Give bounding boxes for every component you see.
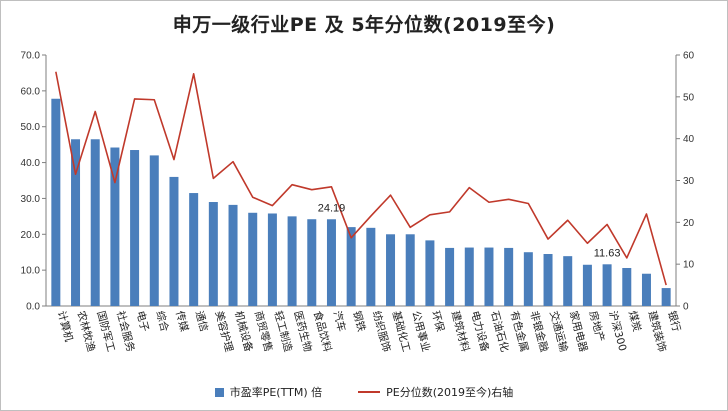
left-tick-label: 10.0: [21, 266, 41, 277]
pe-bar: [582, 264, 592, 306]
left-tick-label: 0.0: [26, 302, 40, 313]
right-tick-label: 50: [683, 92, 695, 103]
x-category-label: 美容护理: [212, 309, 236, 353]
left-tick-label: 30.0: [21, 194, 41, 205]
x-category-label: 公用事业: [409, 309, 432, 353]
left-tick-label: 60.0: [21, 86, 41, 97]
legend-label-percentile: PE分位数(2019至今)右轴: [386, 386, 514, 399]
pe-bar: [228, 204, 238, 306]
pe-bar: [543, 254, 553, 306]
x-category-label: 房地产: [587, 309, 608, 343]
pe-bar: [563, 256, 573, 306]
pe-bar: [445, 247, 455, 306]
left-tick-label: 50.0: [21, 122, 41, 133]
x-category-label: 沪深300: [606, 309, 629, 352]
x-category-label: 环保: [429, 309, 447, 333]
pe-bar: [110, 147, 120, 306]
x-category-label: 电力设备: [468, 309, 492, 353]
x-category-label: 传媒: [173, 309, 191, 333]
x-category-label: 石油石化: [488, 309, 512, 353]
x-category-label: 纺织服饰: [370, 309, 393, 353]
x-category-label: 家用电器: [567, 309, 591, 353]
pe-bar: [386, 234, 396, 306]
left-tick-label: 70.0: [21, 51, 41, 62]
x-category-label: 医药生物: [291, 309, 314, 353]
legend-item-percentile: PE分位数(2019至今)右轴: [358, 384, 513, 400]
right-tick-label: 20: [683, 218, 695, 229]
data-label: 24.19: [318, 202, 346, 214]
x-category-label: 煤炭: [626, 309, 644, 333]
pe-bar: [484, 247, 494, 306]
x-category-label: 通信: [193, 310, 210, 333]
pe-bar: [661, 288, 671, 306]
pe-bar: [149, 155, 159, 306]
x-category-label: 计算机: [55, 309, 76, 343]
pe-bar: [169, 176, 179, 306]
pe-bar: [287, 216, 297, 306]
x-category-label: 建筑装饰: [646, 309, 669, 353]
pe-bar: [130, 150, 140, 306]
x-category-label: 机械设备: [232, 309, 256, 353]
pe-bar: [641, 273, 651, 306]
left-tick-label: 20.0: [21, 230, 41, 241]
x-category-label: 汽车: [331, 309, 349, 333]
x-category-label: 非银金融: [527, 309, 551, 353]
legend-line-swatch: [358, 391, 381, 393]
pe-bar: [326, 219, 336, 306]
pe-bar: [622, 267, 632, 306]
right-tick-label: 30: [683, 176, 695, 187]
x-category-label: 电子: [134, 309, 152, 333]
left-tick-label: 40.0: [21, 158, 41, 169]
pe-bar: [366, 227, 376, 306]
pe-bar: [71, 139, 81, 306]
pe-bar: [248, 212, 258, 306]
x-category-label: 国防军工: [94, 309, 117, 353]
legend-item-pe: 市盈率PE(TTM) 倍: [214, 384, 323, 400]
pe-bar: [307, 219, 317, 306]
x-category-label: 钢铁: [350, 309, 368, 333]
pe-bar: [90, 139, 100, 306]
pe-bar: [523, 252, 533, 306]
x-category-label: 有色金属: [508, 309, 531, 353]
x-category-label: 银行: [665, 309, 683, 333]
pe-bar: [189, 193, 199, 306]
pe-bar: [602, 264, 612, 306]
right-tick-label: 0: [683, 302, 689, 313]
percentile-line: [55, 71, 667, 286]
x-category-label: 轻工制造: [272, 309, 296, 353]
pe-bar: [464, 247, 474, 306]
x-category-label: 农林牧渔: [75, 309, 98, 353]
pe-bar: [346, 227, 356, 306]
pe-bar: [425, 240, 435, 306]
right-tick-label: 10: [683, 260, 695, 271]
right-tick-label: 40: [683, 134, 695, 145]
chart-legend: 市盈率PE(TTM) 倍 PE分位数(2019至今)右轴: [0, 384, 728, 400]
pe-bar: [51, 98, 61, 306]
x-category-label: 商贸零售: [252, 309, 275, 353]
pe-bar: [208, 202, 218, 306]
right-tick-label: 60: [683, 51, 695, 62]
chart-title: 申万一级行业PE 及 5年分位数(2019至今): [172, 14, 556, 36]
x-category-label: 交通运输: [547, 309, 571, 353]
pe-bar: [267, 213, 277, 306]
data-label: 11.63: [594, 247, 621, 259]
x-category-label: 综合: [153, 309, 171, 333]
x-category-label: 建筑材料: [449, 309, 473, 353]
legend-label-pe: 市盈率PE(TTM) 倍: [229, 386, 323, 399]
pe-bar: [504, 247, 514, 306]
pe-bar: [405, 234, 415, 306]
legend-bar-swatch: [214, 387, 224, 397]
x-category-label: 基础化工: [390, 309, 413, 353]
x-category-label: 社会服务: [114, 309, 138, 353]
x-category-label: 食品饮料: [311, 309, 335, 353]
